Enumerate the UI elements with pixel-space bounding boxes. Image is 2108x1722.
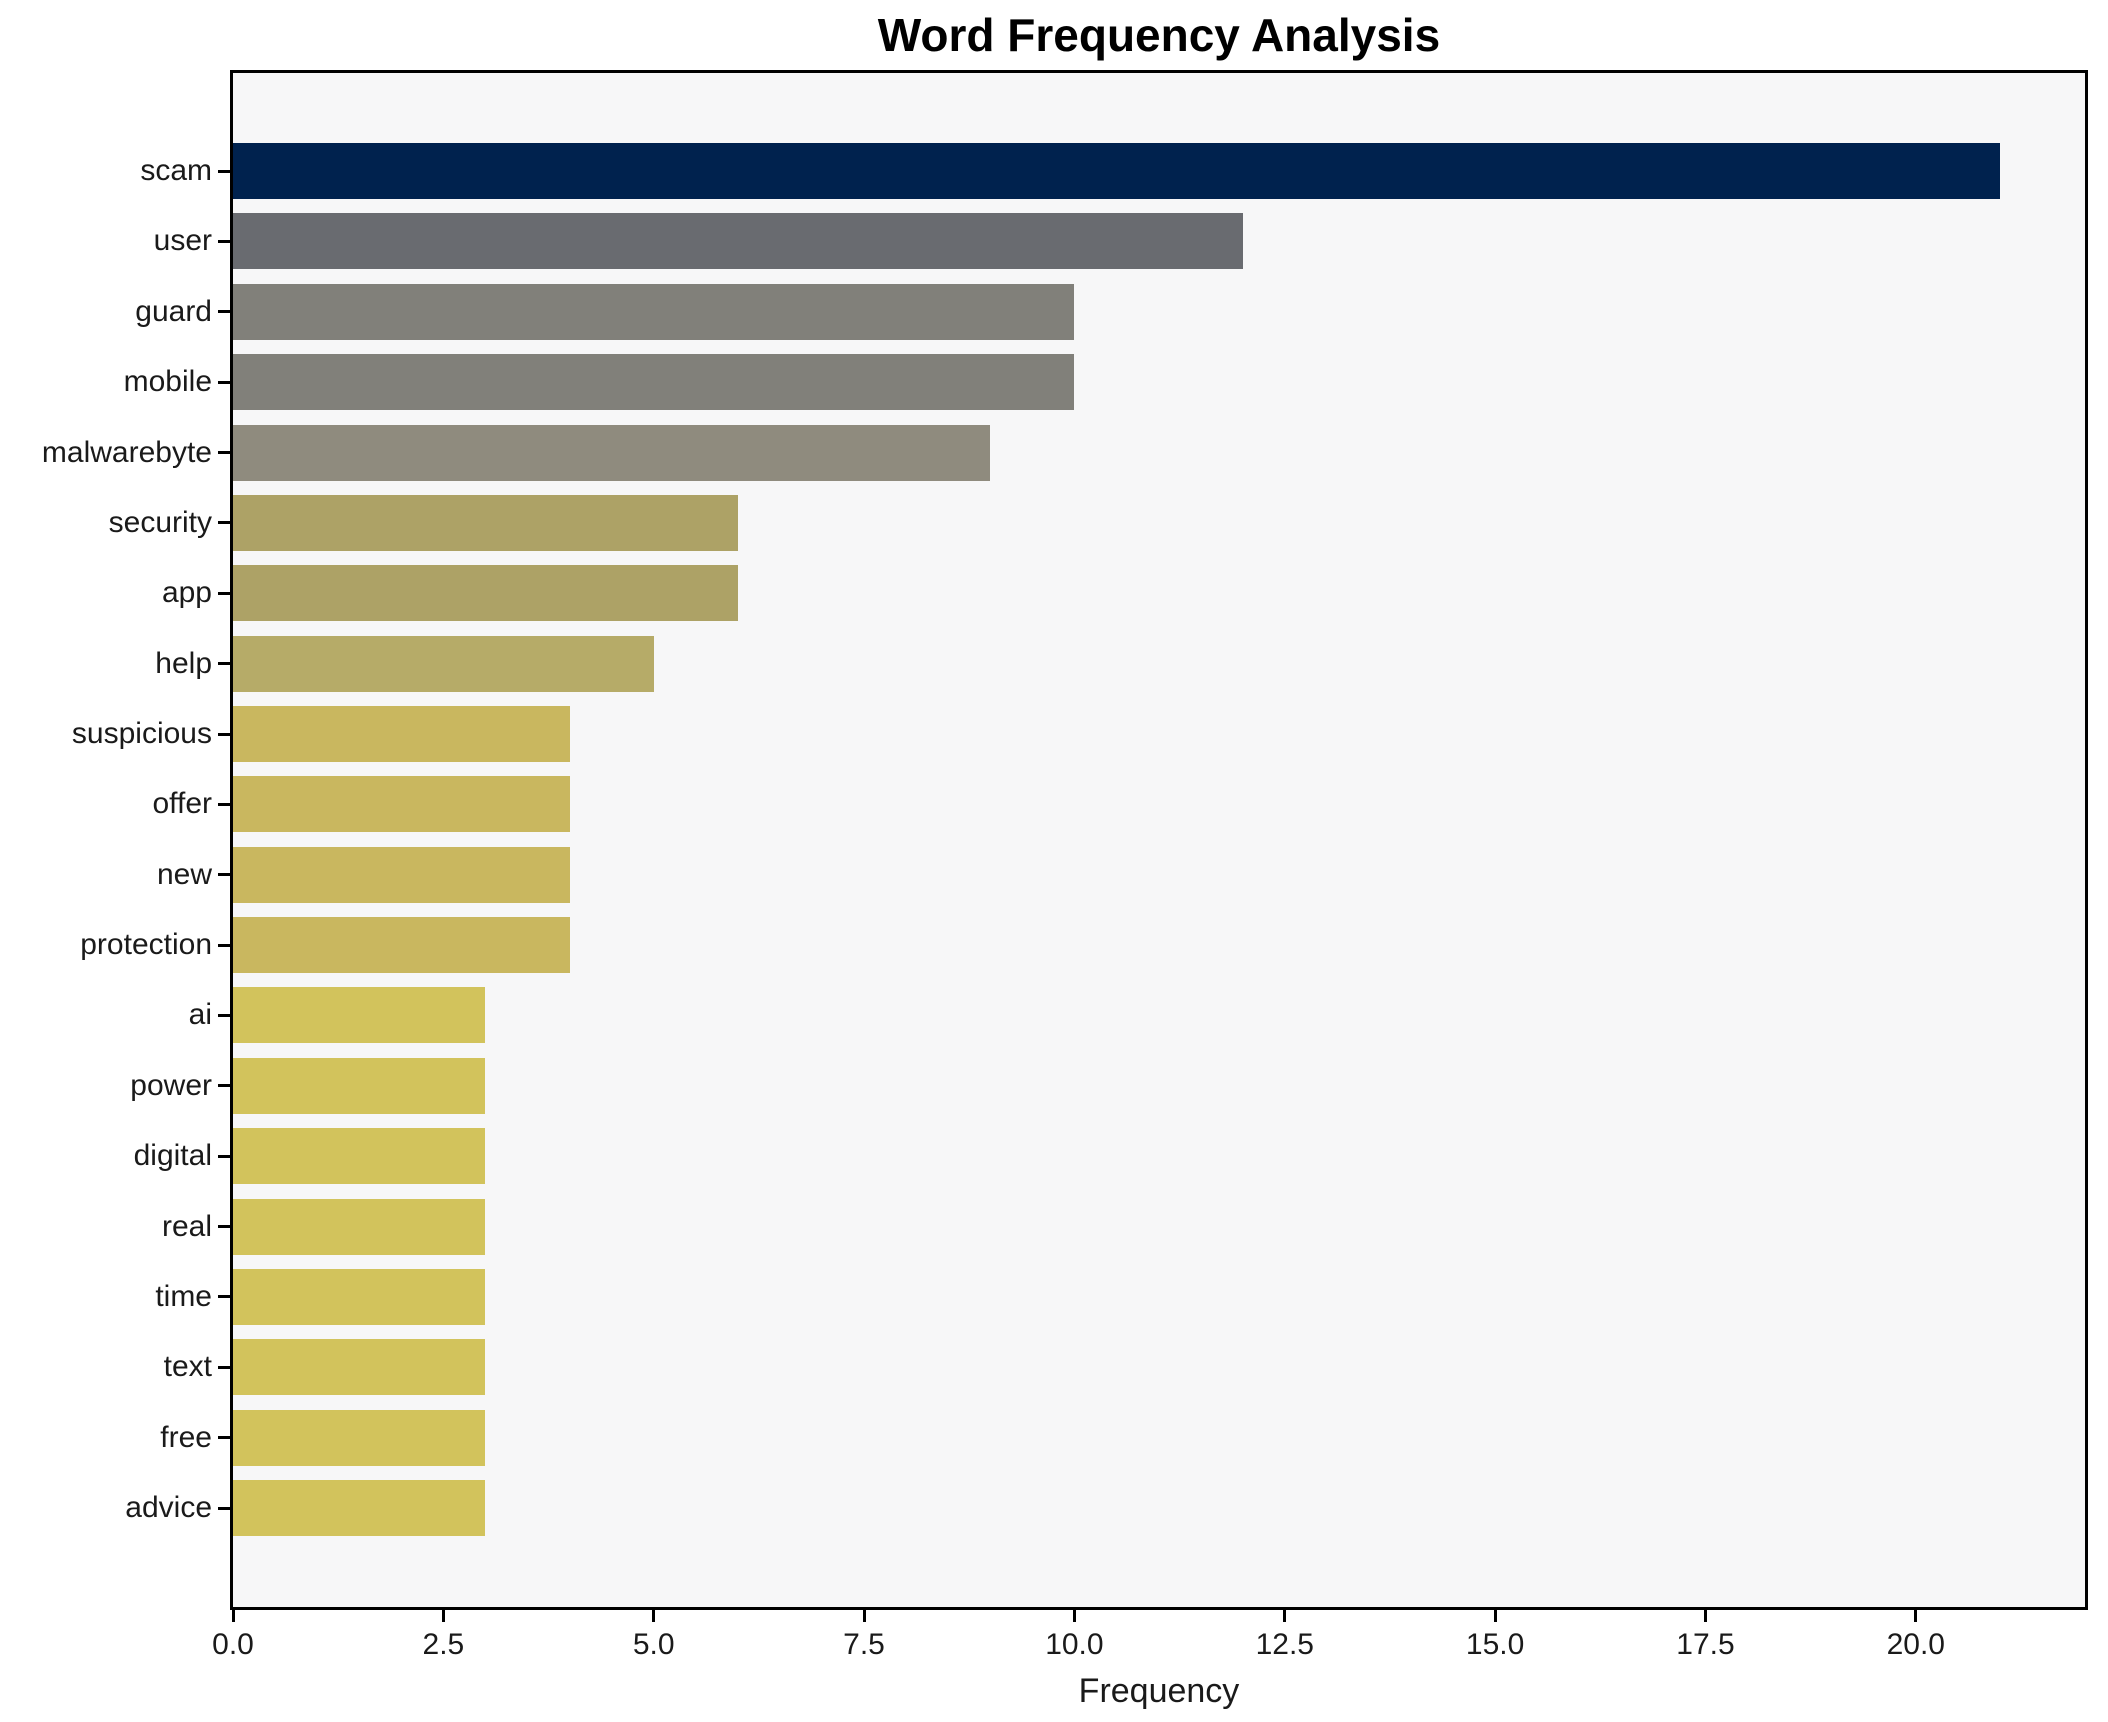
y-axis-label-offer: offer	[152, 787, 213, 821]
y-tick-mark-power	[218, 1084, 230, 1088]
x-tick-label-15.0: 15.0	[1465, 1628, 1525, 1661]
y-tick-mark-security	[218, 521, 230, 525]
y-axis-label-malwarebyte: malwarebyte	[41, 435, 212, 469]
y-axis-label-help: help	[155, 646, 212, 680]
x-tick-label-5.0: 5.0	[632, 1628, 675, 1661]
x-axis-label: Frequency	[1078, 1672, 1240, 1710]
y-tick-mark-scam	[218, 169, 230, 173]
x-tick-label-20.0: 20.0	[1886, 1628, 1945, 1661]
x-tick-mark-0.0	[231, 1610, 235, 1622]
x-tick-mark-15.0	[1493, 1610, 1497, 1622]
x-tick-label-10.0: 10.0	[1045, 1628, 1104, 1661]
bar-user	[233, 213, 1243, 270]
x-tick-mark-20.0	[1914, 1610, 1918, 1622]
x-tick-mark-12.5	[1283, 1610, 1287, 1622]
bar-app	[233, 565, 738, 622]
y-axis-label-scam: scam	[140, 154, 212, 187]
bar-time	[233, 1268, 486, 1325]
bar-mobile	[233, 354, 1075, 411]
y-axis-label-digital: digital	[133, 1139, 212, 1173]
chart-title: Word Frequency Analysis	[877, 9, 1441, 61]
bars-layer	[233, 73, 2085, 1607]
bar-digital	[233, 1128, 486, 1185]
x-tick-mark-17.5	[1704, 1610, 1707, 1622]
x-tick-label-0.0: 0.0	[212, 1628, 254, 1661]
y-tick-mark-suspicious	[218, 732, 230, 736]
bar-malwarebyte	[233, 424, 991, 481]
y-tick-mark-new	[218, 873, 230, 877]
bar-help	[233, 635, 654, 692]
y-tick-mark-malwarebyte	[218, 451, 230, 454]
y-tick-mark-help	[218, 662, 230, 666]
x-tick-mark-2.5	[441, 1610, 445, 1622]
y-axis-label-guard: guard	[135, 294, 212, 328]
bar-protection	[233, 917, 570, 974]
bar-suspicious	[233, 706, 570, 762]
y-axis-label-mobile: mobile	[123, 365, 212, 399]
y-axis-label-security: security	[108, 505, 212, 539]
y-tick-mark-digital	[218, 1154, 230, 1158]
x-tick-label-7.5: 7.5	[843, 1628, 885, 1661]
y-axis-label-time: time	[155, 1279, 212, 1313]
bar-power	[233, 1057, 486, 1114]
y-tick-mark-free	[218, 1436, 230, 1440]
y-tick-mark-text	[218, 1365, 230, 1369]
y-axis-label-suspicious: suspicious	[71, 717, 212, 750]
y-tick-mark-time	[218, 1295, 230, 1299]
bar-advice	[233, 1480, 486, 1536]
bar-guard	[233, 283, 1075, 340]
y-axis-label-power: power	[130, 1068, 212, 1102]
y-tick-mark-user	[218, 239, 230, 243]
y-axis-label-free: free	[160, 1420, 212, 1454]
bar-scam	[233, 143, 2000, 199]
x-tick-label-17.5: 17.5	[1676, 1628, 1735, 1661]
bar-text	[233, 1339, 486, 1396]
y-tick-mark-protection	[218, 943, 230, 947]
y-tick-mark-mobile	[218, 380, 230, 384]
y-axis-label-user: user	[153, 224, 212, 258]
y-tick-mark-offer	[218, 802, 230, 806]
y-tick-mark-ai	[218, 1013, 230, 1017]
y-axis-label-new: new	[156, 857, 212, 891]
bar-real	[233, 1198, 486, 1255]
bar-new	[233, 846, 570, 903]
x-tick-label-2.5: 2.5	[422, 1628, 465, 1661]
y-tick-mark-app	[218, 591, 230, 595]
plot-area	[230, 70, 2088, 1610]
y-axis-label-protection: protection	[80, 928, 212, 962]
bar-ai	[233, 987, 486, 1044]
bar-free	[233, 1409, 486, 1466]
x-tick-label-12.5: 12.5	[1255, 1628, 1314, 1661]
bar-security	[233, 494, 738, 551]
y-tick-mark-guard	[218, 310, 230, 314]
y-axis-label-real: real	[161, 1209, 212, 1243]
x-tick-mark-7.5	[862, 1610, 866, 1622]
y-axis-label-advice: advice	[125, 1491, 212, 1524]
x-tick-mark-10.0	[1072, 1610, 1076, 1622]
y-tick-mark-real	[218, 1225, 230, 1229]
y-tick-mark-advice	[218, 1506, 230, 1510]
y-axis-label-app: app	[161, 576, 212, 610]
y-axis-label-text: text	[163, 1350, 212, 1384]
x-tick-mark-5.0	[652, 1610, 656, 1622]
y-axis-label-ai: ai	[188, 998, 212, 1032]
bar-offer	[233, 776, 570, 833]
